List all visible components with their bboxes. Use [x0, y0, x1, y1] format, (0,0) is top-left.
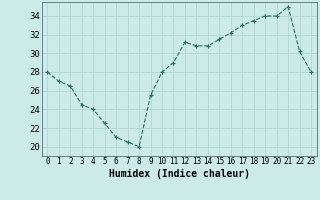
X-axis label: Humidex (Indice chaleur): Humidex (Indice chaleur): [109, 169, 250, 179]
